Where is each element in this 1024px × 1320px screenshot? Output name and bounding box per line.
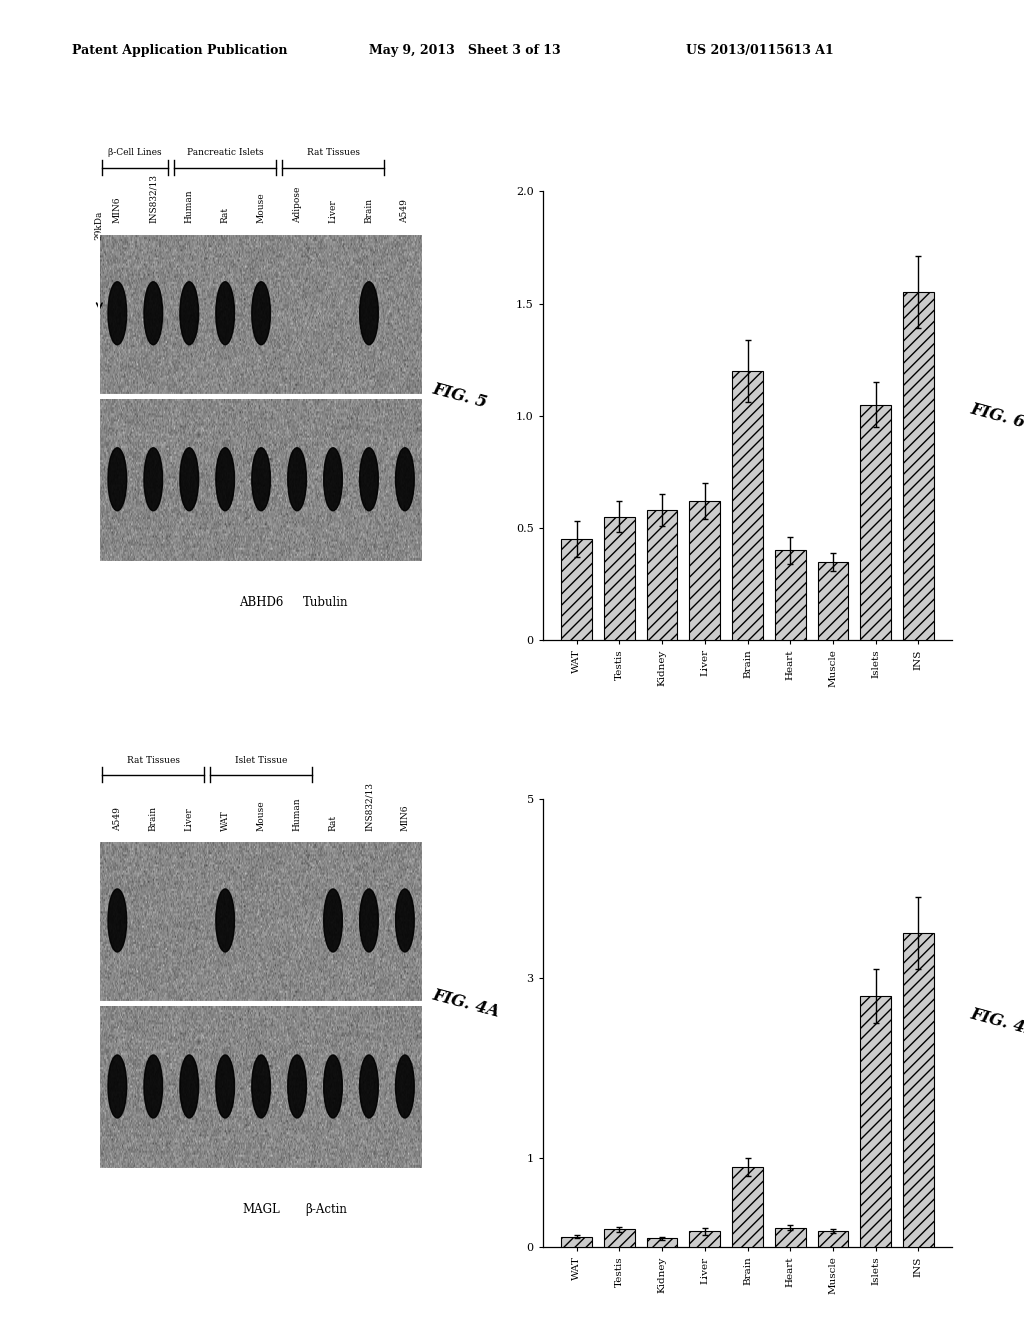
Bar <box>689 1232 720 1247</box>
Bar <box>99 234 423 562</box>
Text: WAT: WAT <box>220 810 229 830</box>
Ellipse shape <box>108 1055 127 1118</box>
Ellipse shape <box>180 281 199 345</box>
Text: Tubulin: Tubulin <box>303 597 348 609</box>
Ellipse shape <box>108 888 127 952</box>
Bar <box>775 550 806 640</box>
Ellipse shape <box>359 1055 378 1118</box>
Ellipse shape <box>395 1055 415 1118</box>
Ellipse shape <box>252 447 270 511</box>
Bar <box>817 1232 848 1247</box>
Bar <box>561 1237 592 1247</box>
Text: Mouse: Mouse <box>257 193 265 223</box>
Bar <box>604 516 635 640</box>
Ellipse shape <box>180 1055 199 1118</box>
Text: MAGL: MAGL <box>243 1204 280 1216</box>
Bar <box>860 404 891 640</box>
Ellipse shape <box>324 1055 342 1118</box>
Ellipse shape <box>216 1055 234 1118</box>
Ellipse shape <box>324 447 342 511</box>
Bar <box>647 1238 678 1247</box>
Ellipse shape <box>144 281 163 345</box>
Bar <box>732 1167 763 1247</box>
Bar <box>903 293 934 640</box>
Text: May 9, 2013   Sheet 3 of 13: May 9, 2013 Sheet 3 of 13 <box>369 44 560 57</box>
Bar <box>647 510 678 640</box>
Text: β-Actin: β-Actin <box>305 1204 347 1216</box>
Text: MIN6: MIN6 <box>113 197 122 223</box>
Text: Patent Application Publication: Patent Application Publication <box>72 44 287 57</box>
Bar <box>604 1229 635 1247</box>
Text: MIN6: MIN6 <box>400 804 410 830</box>
Ellipse shape <box>395 888 415 952</box>
Text: US 2013/0115613 A1: US 2013/0115613 A1 <box>686 44 834 57</box>
Ellipse shape <box>180 447 199 511</box>
Bar <box>732 371 763 640</box>
Text: 39kDa: 39kDa <box>95 211 103 240</box>
Ellipse shape <box>216 888 234 952</box>
Ellipse shape <box>108 447 127 511</box>
Bar <box>817 562 848 640</box>
Ellipse shape <box>144 1055 163 1118</box>
Text: Rat: Rat <box>220 207 229 223</box>
Ellipse shape <box>108 281 127 345</box>
Text: Islet Tissue: Islet Tissue <box>234 755 288 764</box>
Ellipse shape <box>359 281 378 345</box>
Bar <box>689 502 720 640</box>
Bar <box>903 933 934 1247</box>
Ellipse shape <box>395 447 415 511</box>
Text: FIG. 5: FIG. 5 <box>430 380 488 412</box>
Text: Pancreatic Islets: Pancreatic Islets <box>186 148 263 157</box>
Ellipse shape <box>144 447 163 511</box>
Bar <box>860 997 891 1247</box>
Text: INS832/13: INS832/13 <box>148 174 158 223</box>
Text: Liver: Liver <box>329 199 338 223</box>
Text: Mouse: Mouse <box>257 800 265 830</box>
Ellipse shape <box>359 447 378 511</box>
Text: Rat Tissues: Rat Tissues <box>306 148 359 157</box>
Text: ABHD6: ABHD6 <box>239 597 284 609</box>
Text: A549: A549 <box>113 807 122 830</box>
Bar <box>99 841 423 1170</box>
Text: Liver: Liver <box>184 807 194 830</box>
Text: β-Cell Lines: β-Cell Lines <box>109 148 162 157</box>
Text: FIG. 4B: FIG. 4B <box>969 1006 1024 1040</box>
Text: INS832/13: INS832/13 <box>365 781 374 830</box>
Ellipse shape <box>359 888 378 952</box>
Text: FIG. 4A: FIG. 4A <box>430 986 502 1020</box>
Text: Adipose: Adipose <box>293 187 302 223</box>
Ellipse shape <box>324 888 342 952</box>
Ellipse shape <box>252 281 270 345</box>
Text: Brain: Brain <box>365 198 374 223</box>
Ellipse shape <box>288 447 306 511</box>
Bar <box>775 1228 806 1247</box>
Text: FIG. 6: FIG. 6 <box>969 400 1024 432</box>
Text: Rat: Rat <box>329 814 338 830</box>
Text: Human: Human <box>184 190 194 223</box>
Ellipse shape <box>216 447 234 511</box>
Ellipse shape <box>216 281 234 345</box>
Text: Brain: Brain <box>148 805 158 830</box>
Ellipse shape <box>288 1055 306 1118</box>
Text: A549: A549 <box>400 199 410 223</box>
Ellipse shape <box>252 1055 270 1118</box>
Text: Human: Human <box>293 797 302 830</box>
Bar <box>561 539 592 640</box>
Text: Rat Tissues: Rat Tissues <box>127 755 180 764</box>
